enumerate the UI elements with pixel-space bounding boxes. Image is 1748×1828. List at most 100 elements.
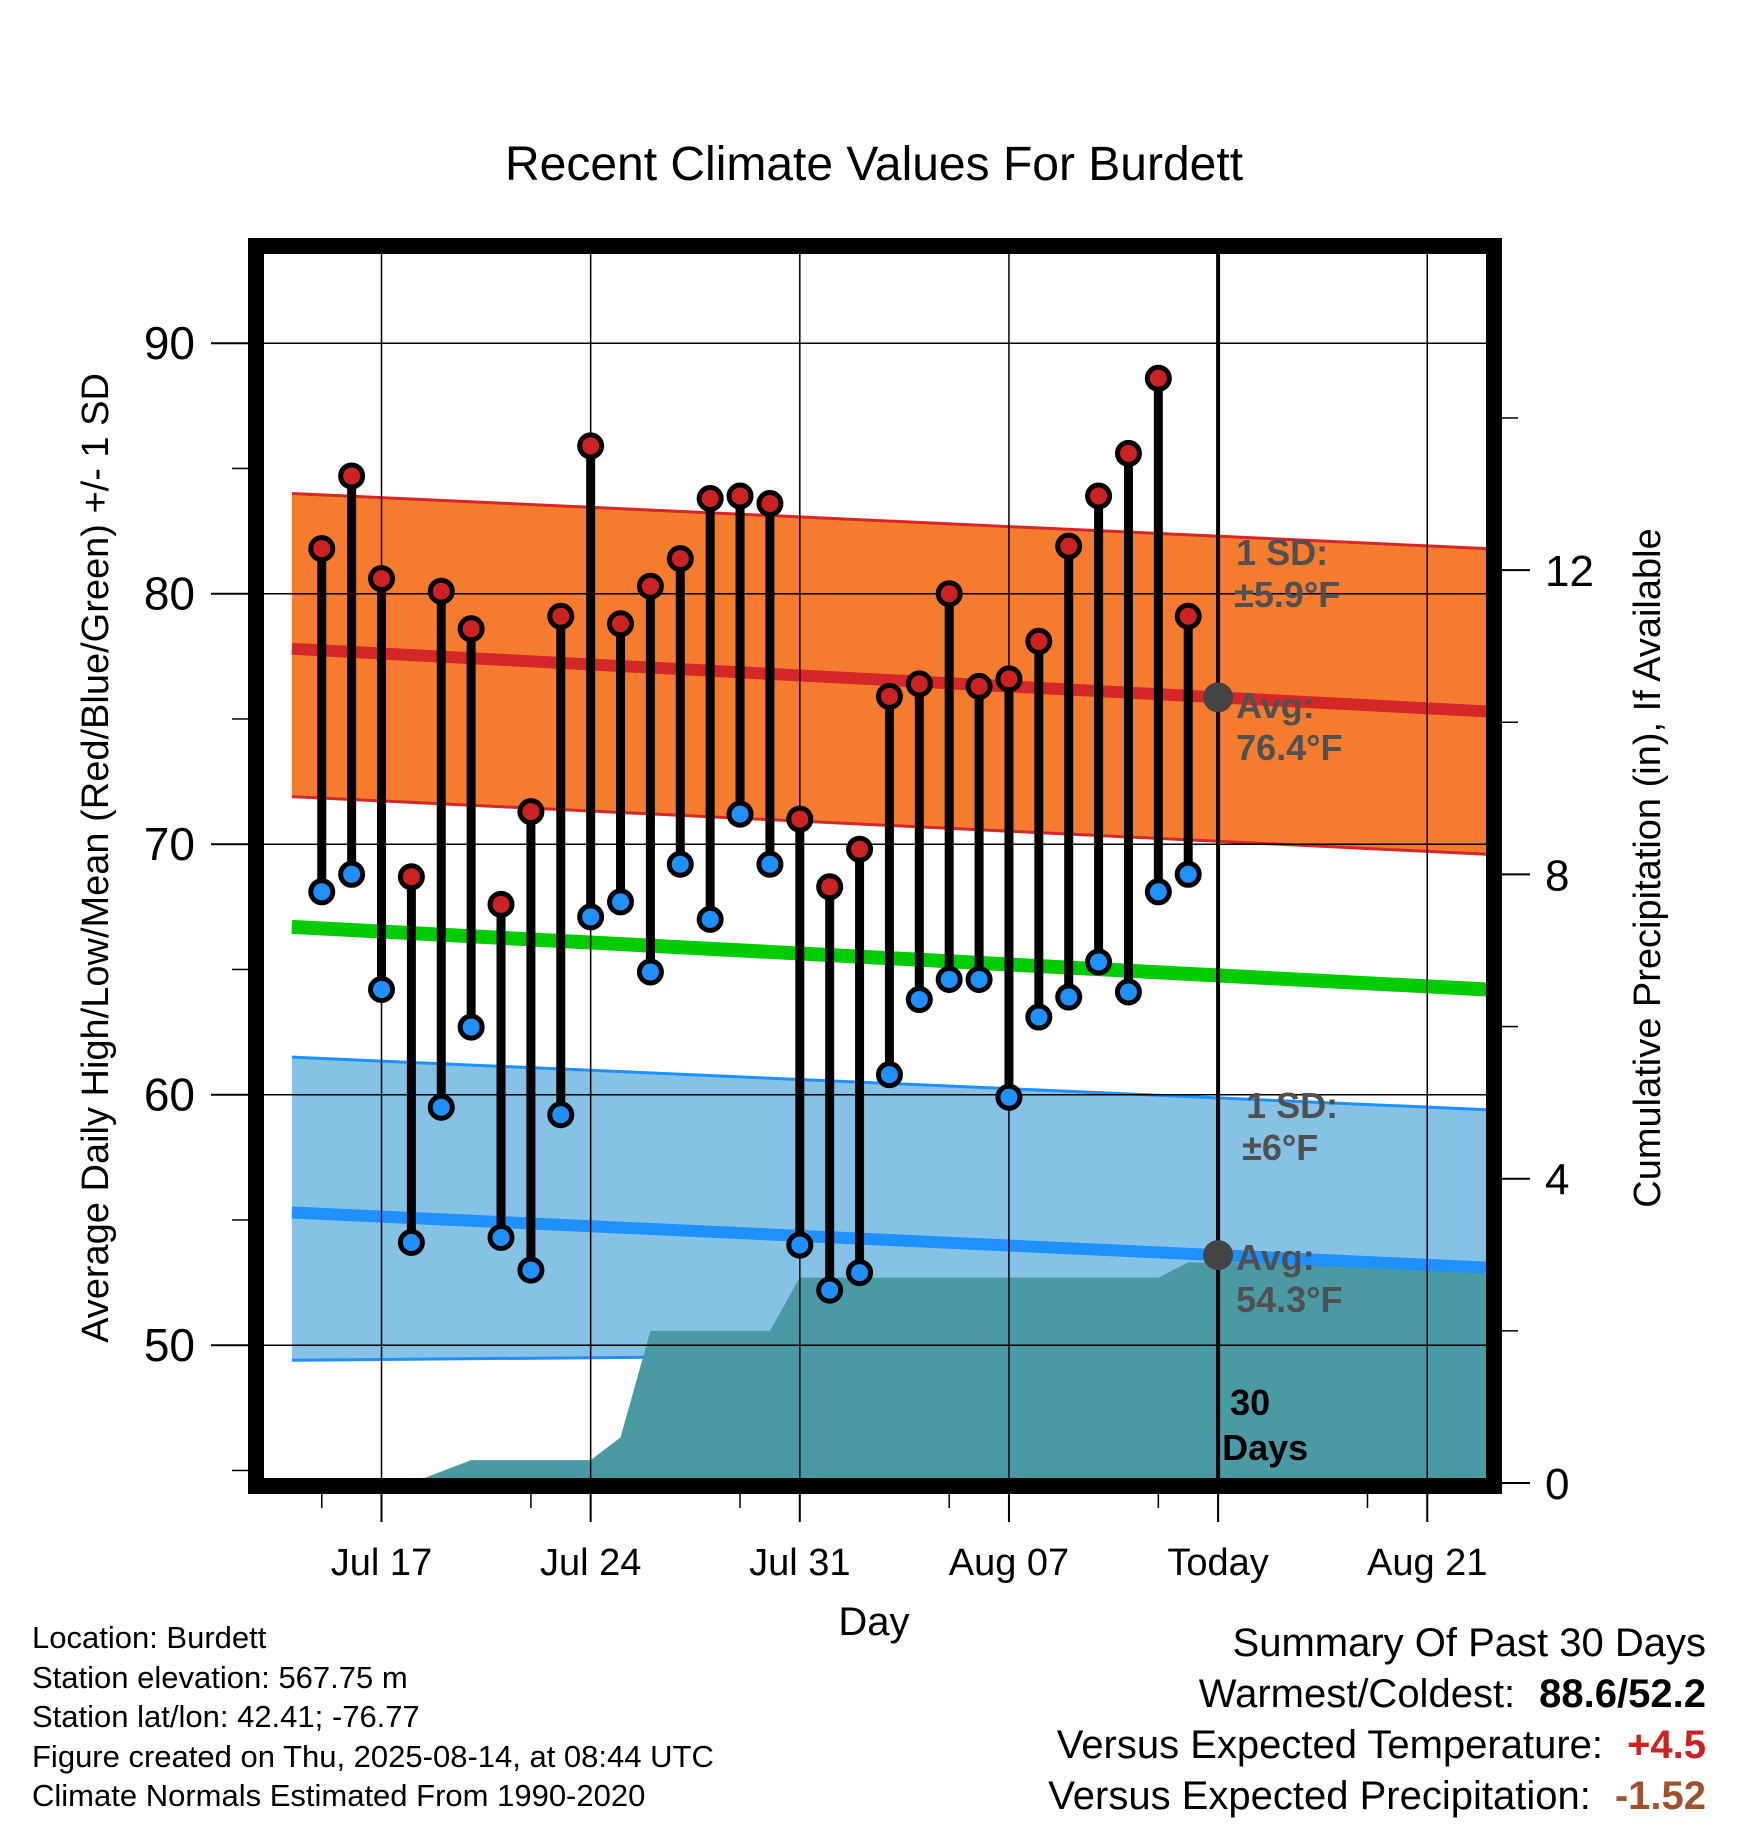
- daily-high-point: [338, 462, 366, 490]
- precip-anomaly-value: -1.52: [1614, 1774, 1706, 1818]
- daily-low-point: [696, 905, 724, 933]
- daily-high-point: [995, 665, 1023, 693]
- high-avg-value: 76.4°F: [1236, 727, 1342, 768]
- daily-low-point: [607, 888, 635, 916]
- y2-tick-label: 4: [1545, 1156, 1569, 1205]
- daily-high-point: [427, 577, 455, 605]
- y2-tick-label: 8: [1545, 851, 1569, 900]
- daily-low-point: [1055, 983, 1083, 1011]
- daily-low-point: [875, 1061, 903, 1089]
- high-sd-band-upper-edge: [291, 492, 1488, 551]
- daily-high-point: [1144, 364, 1172, 392]
- x-axis-label: Day: [838, 1600, 909, 1644]
- daily-low-point: [1174, 860, 1202, 888]
- daily-low-point: [786, 1231, 814, 1259]
- daily-low-point: [846, 1259, 874, 1287]
- y-tick-label: 50: [144, 1319, 195, 1371]
- daily-high-point: [607, 610, 635, 638]
- warmest-coldest-value: 88.6/52.2: [1539, 1672, 1706, 1716]
- daily-high-point: [875, 682, 903, 710]
- y-tick-label: 80: [144, 568, 195, 620]
- daily-low-point: [487, 1224, 515, 1252]
- daily-high-point: [696, 485, 724, 513]
- daily-low-point: [756, 850, 784, 878]
- daily-high-point: [666, 545, 694, 573]
- daily-low-point: [905, 986, 933, 1014]
- summary-precip: Versus Expected Precipitation: -1.52: [1048, 1771, 1706, 1822]
- daily-high-point: [577, 432, 605, 460]
- avg-high-line: [291, 642, 1488, 718]
- daily-low-point: [427, 1093, 455, 1121]
- daily-low-point: [935, 965, 963, 993]
- y-tick-label: 90: [144, 317, 195, 369]
- x-tick-label: Jul 31: [749, 1542, 850, 1584]
- location-text: Location: Burdett: [32, 1620, 267, 1655]
- daily-high-point: [308, 535, 336, 563]
- y2-tick-label: 0: [1545, 1460, 1569, 1509]
- daily-high-point: [905, 670, 933, 698]
- daily-low-point: [338, 860, 366, 888]
- y-tick-label: 60: [144, 1069, 195, 1121]
- daily-high-point: [786, 805, 814, 833]
- daily-high-point: [816, 873, 844, 901]
- daily-high-point: [1174, 602, 1202, 630]
- y2-axis-label: Cumulative Precipitation (in), If Availa…: [1627, 528, 1669, 1207]
- temp-anomaly-value: +4.5: [1627, 1723, 1706, 1767]
- daily-high-point: [1085, 482, 1113, 510]
- normals-source-text: Climate Normals Estimated From 1990-2020: [32, 1778, 646, 1813]
- summary-temp: Versus Expected Temperature: +4.5: [1048, 1720, 1706, 1771]
- x-tick-label: Jul 24: [540, 1542, 641, 1584]
- x-tick-label: Aug 21: [1367, 1542, 1487, 1584]
- latlon-text: Station lat/lon: 42.41; -76.77: [32, 1699, 420, 1734]
- daily-low-point: [517, 1256, 545, 1284]
- high-sd-label: 1 SD:: [1236, 532, 1328, 573]
- daily-high-point: [846, 835, 874, 863]
- daily-low-point: [397, 1229, 425, 1257]
- daily-low-point: [457, 1013, 485, 1041]
- daily-low-point: [666, 850, 694, 878]
- daily-low-point: [1025, 1003, 1053, 1031]
- station-info: Location: Burdett Station elevation: 567…: [32, 1618, 714, 1816]
- x-tick-label: Jul 17: [331, 1542, 432, 1584]
- daily-low-point: [368, 976, 396, 1004]
- summary-heading: Summary Of Past 30 Days: [1232, 1621, 1706, 1665]
- days-word-label: Days: [1222, 1427, 1308, 1468]
- daily-high-point: [756, 490, 784, 518]
- daily-high-point: [487, 890, 515, 918]
- warmest-coldest-label: Warmest/Coldest:: [1198, 1672, 1516, 1716]
- daily-high-point: [368, 565, 396, 593]
- temp-anomaly-label: Versus Expected Temperature:: [1056, 1723, 1604, 1767]
- plot-frame: [248, 238, 1502, 1494]
- precip-anomaly-label: Versus Expected Precipitation:: [1048, 1774, 1591, 1818]
- daily-low-point: [995, 1083, 1023, 1111]
- daily-low-point: [547, 1101, 575, 1129]
- high-avg-label: Avg:: [1236, 685, 1315, 726]
- summary-warmest-coldest: Warmest/Coldest: 88.6/52.2: [1048, 1669, 1706, 1720]
- y-axis-label: Average Daily High/Low/Mean (Red/Blue/Gr…: [75, 373, 117, 1343]
- chart-title: Recent Climate Values For Burdett: [505, 138, 1243, 191]
- daily-low-point: [1114, 978, 1142, 1006]
- y-tick-label: 70: [144, 818, 195, 870]
- daily-low-point: [726, 800, 754, 828]
- created-text: Figure created on Thu, 2025-08-14, at 08…: [32, 1738, 714, 1774]
- today-avg-low-marker: [1203, 1240, 1234, 1271]
- summary-panel: Summary Of Past 30 Days Warmest/Coldest:…: [1048, 1618, 1706, 1822]
- daily-high-point: [397, 863, 425, 891]
- daily-low-point: [965, 965, 993, 993]
- daily-low-point: [816, 1276, 844, 1304]
- today-avg-high-marker: [1203, 682, 1234, 713]
- daily-high-point: [636, 572, 664, 600]
- elevation-text: Station elevation: 567.75 m: [32, 1659, 408, 1695]
- high-sd-value: ±5.9°F: [1234, 574, 1340, 615]
- daily-low-point: [1144, 878, 1172, 906]
- daily-low-point: [308, 878, 336, 906]
- daily-low-point: [1085, 948, 1113, 976]
- daily-high-point: [1055, 532, 1083, 560]
- x-tick-label: Today: [1167, 1542, 1268, 1584]
- x-tick-label: Aug 07: [949, 1542, 1069, 1584]
- low-sd-label: 1 SD:: [1246, 1085, 1338, 1126]
- daily-high-point: [1025, 627, 1053, 655]
- daily-high-point: [547, 602, 575, 630]
